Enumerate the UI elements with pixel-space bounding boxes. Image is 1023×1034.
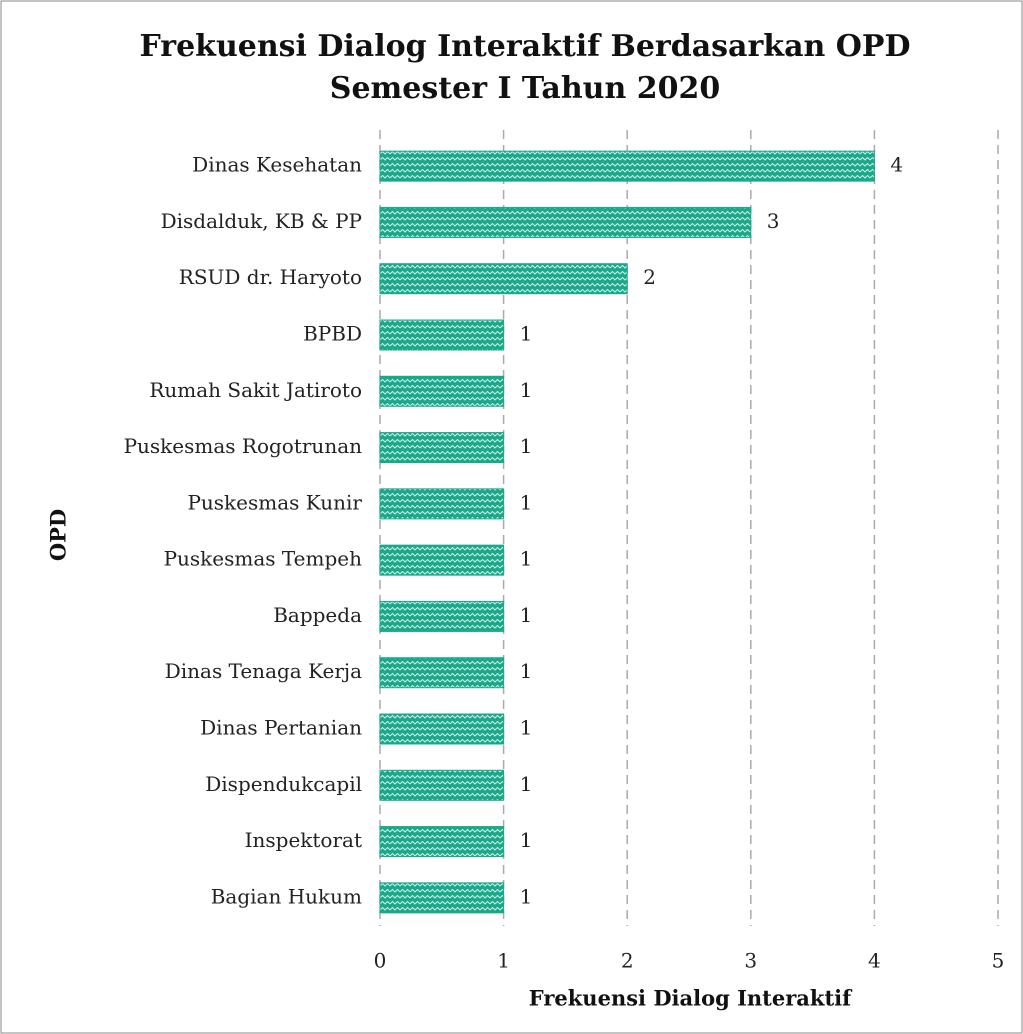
x-axis-title: Frekuensi Dialog Interaktif	[529, 986, 853, 1011]
bar	[379, 263, 628, 295]
y-tick-label: Inspektorat	[245, 828, 362, 852]
x-tick-label: 1	[497, 949, 510, 973]
bar	[379, 319, 505, 351]
y-tick-label: BPBD	[303, 322, 362, 346]
y-tick-label: Bappeda	[273, 603, 362, 627]
y-tick-label: Dinas Kesehatan	[192, 153, 362, 177]
data-label: 1	[520, 884, 533, 908]
bar	[379, 544, 505, 576]
x-tick-label: 2	[621, 949, 634, 973]
y-tick-label: Bagian Hukum	[211, 884, 362, 908]
y-tick-label: Puskesmas Kunir	[187, 490, 362, 514]
y-tick-label: Puskesmas Tempeh	[164, 547, 363, 571]
data-label: 1	[520, 659, 533, 683]
data-label: 1	[520, 603, 533, 627]
data-label: 1	[520, 547, 533, 571]
bar	[379, 713, 505, 745]
data-label: 1	[520, 716, 533, 740]
x-tick-label: 0	[374, 949, 387, 973]
data-label: 1	[520, 378, 533, 402]
bar	[379, 600, 505, 632]
data-label: 3	[767, 209, 780, 233]
bar	[379, 488, 505, 520]
data-label: 2	[643, 265, 656, 289]
chart-title: Frekuensi Dialog Interaktif Berdasarkan …	[140, 29, 911, 64]
data-label: 1	[520, 322, 533, 346]
bar	[379, 206, 752, 238]
bar	[379, 882, 505, 914]
bar	[379, 375, 505, 407]
x-tick-label: 3	[744, 949, 757, 973]
bar	[379, 657, 505, 689]
y-tick-label: Dinas Pertanian	[200, 716, 362, 740]
y-axis-title: OPD	[46, 509, 71, 561]
y-tick-label: Dinas Tenaga Kerja	[165, 659, 362, 683]
y-tick-label: Dispendukcapil	[205, 772, 362, 796]
y-tick-label: RSUD dr. Haryoto	[179, 265, 362, 289]
data-label: 1	[520, 490, 533, 514]
x-tick-label: 4	[868, 949, 881, 973]
data-label: 1	[520, 434, 533, 458]
bar	[379, 150, 875, 182]
bar	[379, 826, 505, 858]
x-tick-label: 5	[992, 949, 1005, 973]
data-label: 1	[520, 828, 533, 852]
data-label: 1	[520, 772, 533, 796]
data-label: 4	[890, 153, 903, 177]
y-tick-label: Disdalduk, KB & PP	[161, 209, 362, 233]
chart-title: Semester I Tahun 2020	[330, 71, 720, 106]
y-tick-label: Puskesmas Rogotrunan	[124, 434, 363, 458]
bar	[379, 769, 505, 801]
y-tick-label: Rumah Sakit Jatiroto	[149, 378, 362, 402]
bar	[379, 432, 505, 464]
